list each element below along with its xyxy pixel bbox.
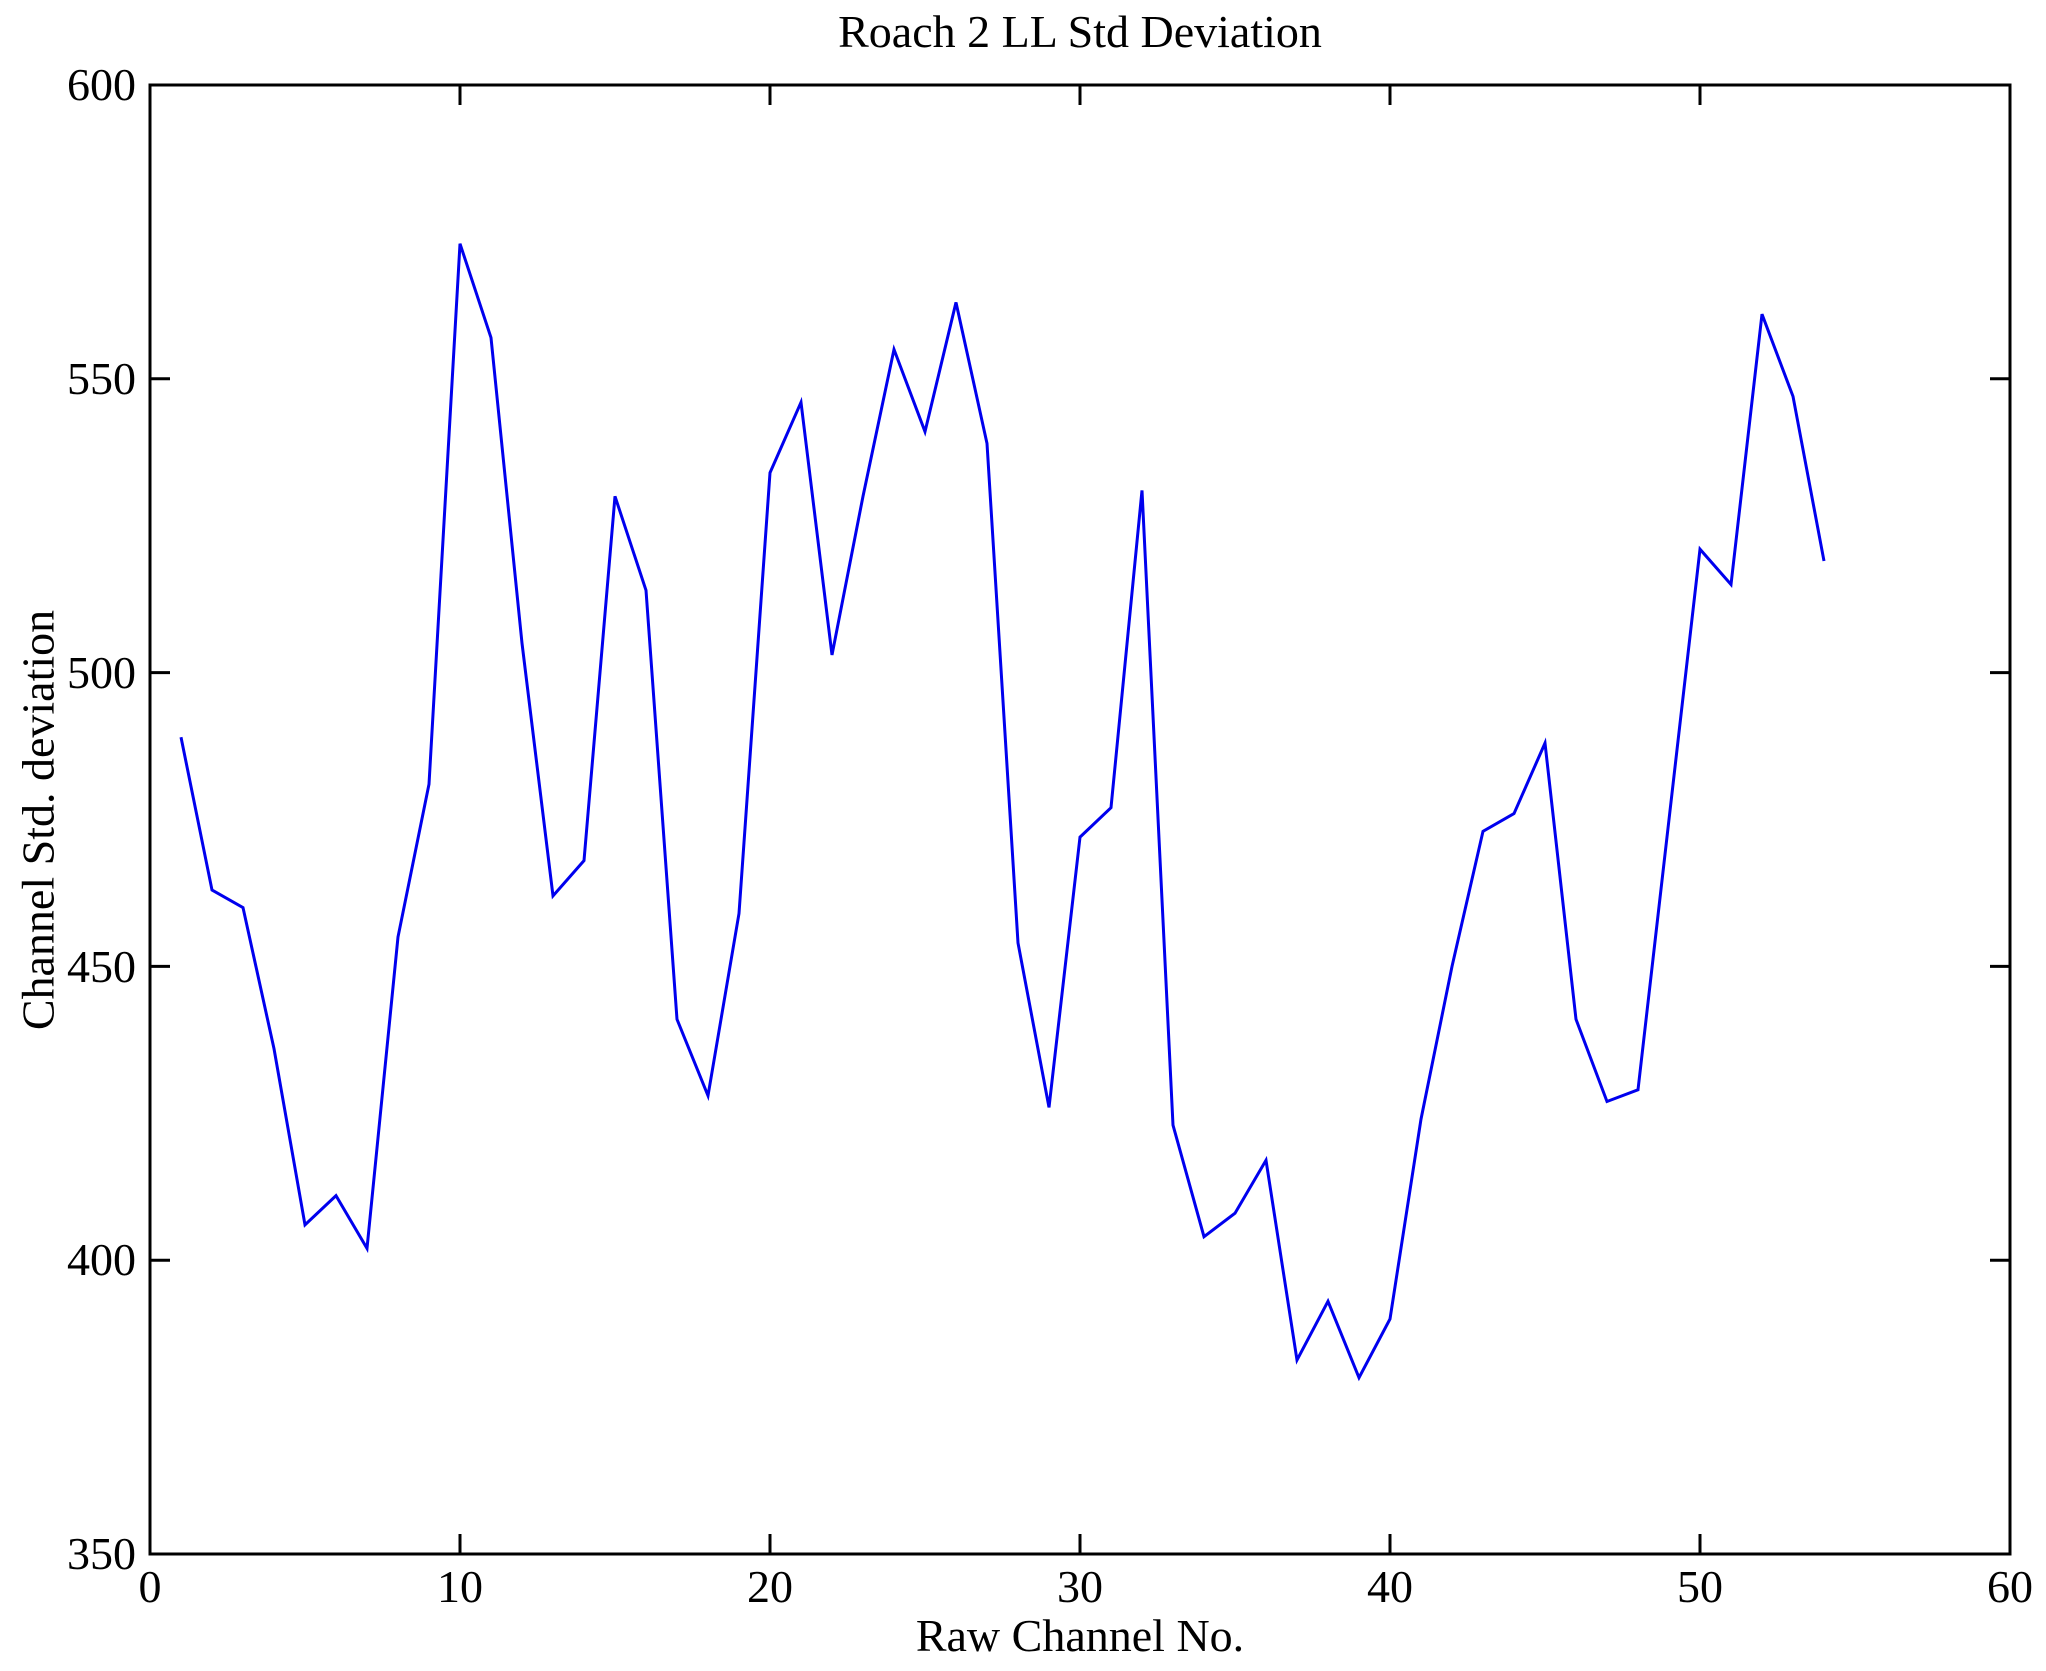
y-tick-label-350: 350	[67, 1528, 136, 1579]
x-axis-label: Raw Channel No.	[915, 1610, 1245, 1661]
y-tick-label-400: 400	[67, 1234, 136, 1285]
x-tick-label-60: 60	[1987, 1561, 2033, 1612]
chart-title: Roach 2 LL Std Deviation	[838, 6, 1322, 57]
y-tick-label-450: 450	[67, 941, 136, 992]
plot-frame	[148, 83, 2012, 1556]
x-tick-label-30: 30	[1057, 1561, 1103, 1612]
x-tick-label-50: 50	[1677, 1561, 1723, 1612]
y-tick-label-500: 500	[67, 647, 136, 698]
x-tick-label-40: 40	[1367, 1561, 1413, 1612]
y-tick-label-600: 600	[67, 59, 136, 110]
x-tick-label-0: 0	[138, 1561, 162, 1612]
data-line	[179, 243, 1826, 1382]
y-tick-label-550: 550	[67, 353, 136, 404]
tick-marks	[148, 83, 2012, 1556]
x-tick-label-10: 10	[437, 1561, 483, 1612]
x-tick-label-20: 20	[747, 1561, 793, 1612]
